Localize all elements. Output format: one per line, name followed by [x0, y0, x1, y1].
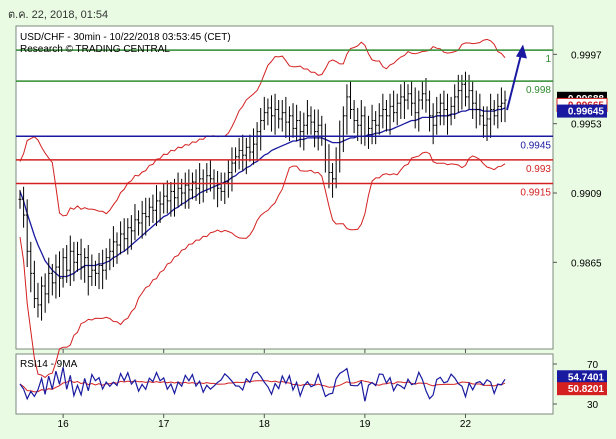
level-label: 0.998 — [526, 85, 551, 96]
timestamp: ต.ค. 22, 2018, 01:54 — [8, 9, 109, 21]
rsi-tag-label: 50.8201 — [568, 384, 605, 395]
rsi-title: RSI14 - 9MA — [20, 359, 78, 370]
x-tick-label: 22 — [460, 419, 472, 430]
y-tick-label: 0.9865 — [571, 258, 602, 269]
timestamp-bar: ต.ค. 22, 2018, 01:54 — [0, 0, 616, 24]
x-tick-label: 18 — [259, 419, 271, 430]
upper-band-line — [19, 38, 506, 217]
x-tick-label: 19 — [359, 419, 371, 430]
forecast-arrow-line — [506, 54, 522, 111]
level-label: 1 — [545, 54, 551, 65]
rsi-tag — [557, 382, 607, 396]
rsi-y-tick-label: 30 — [587, 400, 599, 411]
level-label: 0.9945 — [520, 140, 551, 151]
moving-average-line — [19, 107, 506, 278]
price-tag — [557, 104, 607, 118]
rsi-y-tick-label: 70 — [587, 360, 599, 371]
chart-title: USD/CHF - 30min - 10/22/2018 03:53:45 (C… — [20, 32, 231, 43]
y-tick-label: 0.9997 — [571, 50, 602, 61]
level-label: 0.993 — [526, 164, 551, 175]
lower-band-line — [19, 151, 506, 379]
level-label: 0.9915 — [520, 188, 551, 199]
chart-subtitle: Research © TRADING CENTRAL — [20, 44, 170, 55]
main-plot-area — [15, 25, 554, 350]
rsi-tag — [557, 370, 607, 384]
x-tick-label: 16 — [58, 419, 70, 430]
forecast-arrow-head — [516, 44, 527, 59]
rsi-line — [19, 367, 506, 402]
rsi-tag-label: 54.7401 — [568, 372, 605, 383]
price-tag-label: 0.99645 — [568, 107, 605, 118]
y-tick-label: 0.9909 — [571, 189, 602, 200]
x-tick-label: 17 — [158, 419, 170, 430]
y-tick-label: 0.9953 — [571, 120, 602, 131]
